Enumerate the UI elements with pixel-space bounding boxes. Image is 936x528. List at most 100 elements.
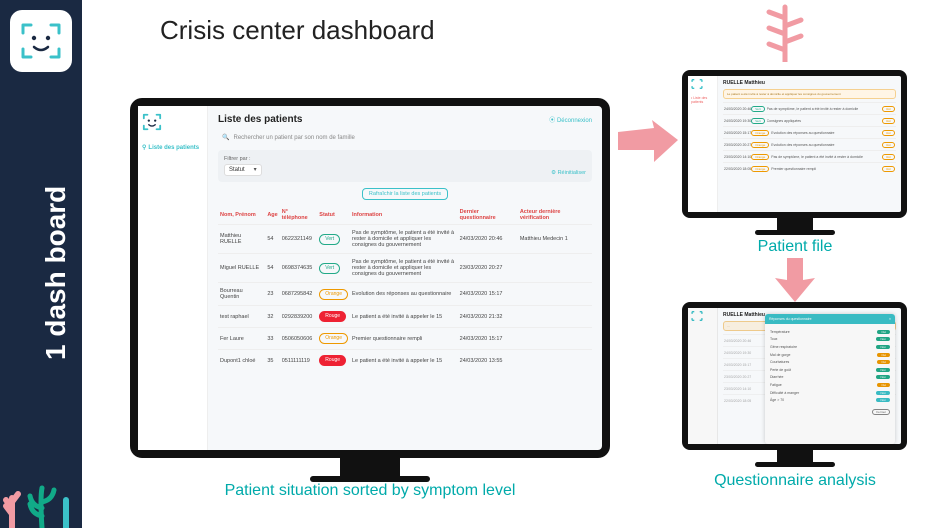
pf-status-pill: Vert <box>751 118 764 124</box>
q-label: Température <box>770 330 790 334</box>
status-pill: Vert <box>319 263 340 274</box>
patient-file-monitor: • Liste des patients RUELLE Matthieu Le … <box>682 70 907 218</box>
q-label: Gêne respiratoire <box>770 345 797 349</box>
q-answer-pill: Non <box>876 337 890 341</box>
logout-link[interactable]: ⦿ Déconnexion <box>549 115 592 124</box>
column-header[interactable]: N° téléphone <box>280 206 318 225</box>
q-item: TempératureOui <box>770 328 890 336</box>
app-main: Liste des patients ⦿ Déconnexion 🔍 Reche… <box>208 106 602 450</box>
cell-status: Orange <box>317 283 350 306</box>
column-header[interactable]: Age <box>265 206 279 225</box>
q-item: Courbatures Oui <box>770 358 890 366</box>
pf-note: Pas de symptôme, le patient a été invité… <box>767 107 880 111</box>
column-header[interactable]: Dernier questionnaire <box>458 206 518 225</box>
status-pill: Orange <box>319 289 348 300</box>
pf-status-pill: Orange <box>751 130 769 136</box>
cell-age: 32 <box>265 306 279 328</box>
questionnaire-monitor: RUELLE Matthieu … 24/03/2020 20:46VertVo… <box>682 302 907 450</box>
pf-date: 24/03/2020 15:17 <box>724 131 751 135</box>
cell-last: 24/03/2020 21:32 <box>458 306 518 328</box>
q-item: DiarrhéeNon <box>770 374 890 382</box>
caption-q: Questionnaire analysis <box>670 472 920 490</box>
reset-label: Réinitialiser <box>558 170 586 176</box>
modal-footer-button[interactable]: Fermer <box>872 409 890 415</box>
pf-note: Pas de symptôme, le patient a été invité… <box>771 155 880 159</box>
pf-note: Consignes appliquées <box>767 119 880 123</box>
q-label: Mal de gorge <box>770 353 790 357</box>
pf-note: Premier questionnaire rempli <box>771 167 880 171</box>
cell-actor <box>518 350 592 372</box>
cell-info: Pas de symptôme, le patient a été invité… <box>350 225 458 254</box>
leaf-deco-icon <box>750 0 820 62</box>
table-row[interactable]: Bourreau Quentin230687295842OrangeEvolut… <box>218 283 592 306</box>
column-header[interactable]: Statut <box>317 206 350 225</box>
pf-view-button[interactable]: Voir <box>882 118 895 124</box>
pf-row[interactable]: 24/03/2020 20:46VertPas de symptôme, le … <box>723 102 896 114</box>
logout-label: Déconnexion <box>557 118 592 124</box>
pf-view-button[interactable]: Voir <box>882 154 895 160</box>
refresh-button[interactable]: Rafraîchir la liste des patients <box>362 188 448 200</box>
pf-nav[interactable]: • Liste des patients <box>691 96 714 104</box>
pf-date: 23/03/2020 14:10 <box>724 155 751 159</box>
users-icon: ⚲ <box>142 144 146 151</box>
cell-actor <box>518 306 592 328</box>
column-header[interactable]: Acteur dernière vérification <box>518 206 592 225</box>
cell-age: 35 <box>265 350 279 372</box>
column-header[interactable]: Nom, Prénom <box>218 206 265 225</box>
nav-item-patients[interactable]: ⚲ Liste des patients <box>142 144 203 151</box>
pf-date: 24/03/2020 20:46 <box>724 107 751 111</box>
table-row[interactable]: Dupont1 chloé350511111119RougeLe patient… <box>218 350 592 372</box>
filter-value: Statut <box>229 167 245 173</box>
q-label: Perte de goût <box>770 368 791 372</box>
column-header[interactable]: Information <box>350 206 458 225</box>
cell-age: 54 <box>265 225 279 254</box>
pf-row[interactable]: 24/03/2020 15:17OrangeEvolution des répo… <box>723 126 896 138</box>
q-label: Âge > 70 <box>770 398 784 402</box>
filter-select[interactable]: Statut <box>224 164 262 176</box>
q-item: Gêne respiratoire Non <box>770 343 890 351</box>
q-answer-pill: Non <box>876 398 890 402</box>
q-item: Difficulté à mangerNon <box>770 389 890 397</box>
q-base <box>755 462 835 467</box>
q-answer-pill: Oui <box>877 360 890 364</box>
table-row[interactable]: Miguel RUELLE540698374635VertPas de symp… <box>218 254 592 283</box>
q-label: Diarrhée <box>770 375 783 379</box>
filter-box: Filtrer par : Statut ⚙ Réinitialiser <box>218 150 592 182</box>
cell-actor <box>518 254 592 283</box>
table-row[interactable]: Fer Laure330506050606OrangePremier quest… <box>218 328 592 350</box>
modal-title: Réponses du questionnaire <box>769 317 812 321</box>
modal-close-button[interactable]: × <box>889 317 891 321</box>
cell-actor <box>518 328 592 350</box>
cell-info: Evolution des réponses au questionnaire <box>350 283 458 306</box>
pf-view-button[interactable]: Voir <box>882 106 895 112</box>
cell-info: Le patient a été invité à appeler le 15 <box>350 306 458 328</box>
q-answer-pill: Non <box>876 345 890 349</box>
table-row[interactable]: test raphael320292839200RougeLe patient … <box>218 306 592 328</box>
q-label: Courbatures <box>770 360 789 364</box>
cell-age: 33 <box>265 328 279 350</box>
pf-logo-icon <box>691 79 703 89</box>
pf-sidebar: • Liste des patients <box>688 76 718 212</box>
pf-view-button[interactable]: Voir <box>882 142 895 148</box>
patients-table: Nom, PrénomAgeN° téléphoneStatutInformat… <box>218 206 592 371</box>
cell-info: Le patient a été invité à appeler le 15 <box>350 350 458 372</box>
pf-row[interactable]: 22/03/2020 18:05OrangePremier questionna… <box>723 162 896 174</box>
table-row[interactable]: Matthieu RUELLE540622321149VertPas de sy… <box>218 225 592 254</box>
cell-name: Bourreau Quentin <box>218 283 265 306</box>
cell-phone: 0292839200 <box>280 306 318 328</box>
cell-actor <box>518 283 592 306</box>
pf-view-button[interactable]: Voir <box>882 166 895 172</box>
pf-status-pill: Vert <box>751 106 764 112</box>
arrow-down-icon <box>775 258 815 302</box>
pf-row[interactable]: 24/03/2020 19:30VertConsignes appliquées… <box>723 114 896 126</box>
cell-name: Matthieu RUELLE <box>218 225 265 254</box>
search-row[interactable]: 🔍 Rechercher un patient par son nom de f… <box>218 131 592 144</box>
pf-row[interactable]: 23/03/2020 14:10OrangePas de symptôme, l… <box>723 150 896 162</box>
caption-pf: Patient file <box>720 238 870 256</box>
q-logo-icon <box>691 311 703 321</box>
caption-main: Patient situation sorted by symptom leve… <box>220 482 520 500</box>
reset-link[interactable]: ⚙ Réinitialiser <box>551 170 586 176</box>
cell-name: Miguel RUELLE <box>218 254 265 283</box>
pf-view-button[interactable]: Voir <box>882 130 895 136</box>
pf-row[interactable]: 23/03/2020 20:27OrangeEvolution des répo… <box>723 138 896 150</box>
